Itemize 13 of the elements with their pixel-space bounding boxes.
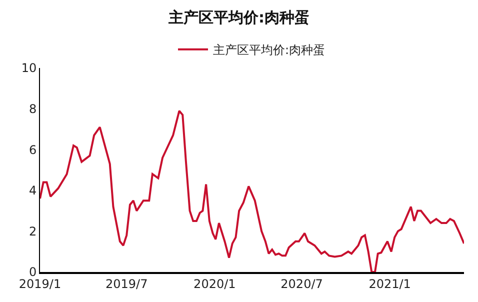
legend-label: 主产区平均价:肉种蛋 xyxy=(213,43,326,58)
y-tick-label: 2 xyxy=(28,224,37,238)
x-tick-label: 2019/1 xyxy=(18,277,62,292)
y-tick-label: 10 xyxy=(21,61,37,76)
x-tick-label: 2021/1 xyxy=(368,277,411,292)
y-tick-label: 6 xyxy=(28,142,37,157)
x-tick-label: 2020/1 xyxy=(194,277,236,292)
y-tick-label: 8 xyxy=(28,102,37,116)
y-tick-label: 4 xyxy=(28,184,37,198)
x-tick-label: 2020/7 xyxy=(280,277,323,292)
y-tick-label: 0 xyxy=(28,265,37,280)
chart-title: 主产区平均价:肉种蛋 xyxy=(168,8,310,27)
x-tick-label: 2019/7 xyxy=(106,277,148,292)
